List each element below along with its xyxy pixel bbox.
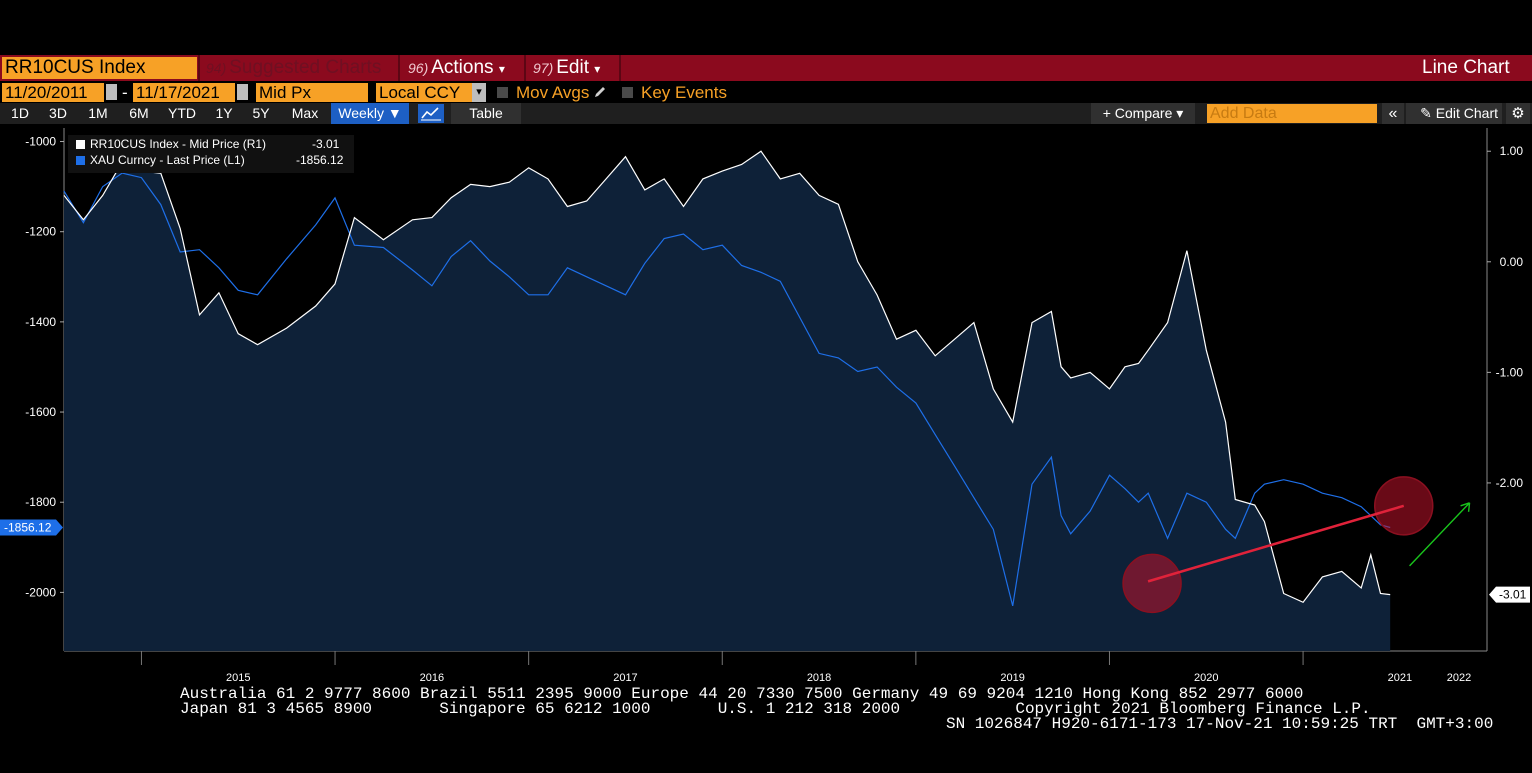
x-tick-label: 2020 <box>1194 672 1218 684</box>
x-tick-label: 2021 <box>1388 672 1412 684</box>
legend-swatch-white <box>76 140 85 149</box>
series2-line <box>63 172 1391 607</box>
edit-menu-button[interactable]: 97) Edit ▾ <box>533 57 600 79</box>
range-1d-button[interactable]: 1D <box>11 105 29 121</box>
x-tick-label: 2019 <box>1000 672 1024 684</box>
pencil-icon[interactable] <box>593 85 607 99</box>
calendar-icon[interactable] <box>106 84 117 100</box>
mov-avgs-label[interactable]: Mov Avgs <box>516 83 590 102</box>
line-chart-icon[interactable] <box>418 104 444 123</box>
add-data-input[interactable]: Add Data <box>1207 104 1377 123</box>
line-chart: -1000 -1200 -1400 -1600 -1800 -2000 1.00 0.00 -1… <box>0 128 1530 684</box>
chevron-down-icon: ▾ <box>498 62 505 76</box>
range-5y-button[interactable]: 5Y <box>252 105 270 121</box>
edit-label: Edit <box>556 57 589 78</box>
annotation-circle <box>1373 476 1434 536</box>
range-ytd-button[interactable]: YTD <box>168 105 196 121</box>
range-1m-button[interactable]: 1M <box>88 105 108 121</box>
key-events-label[interactable]: Key Events <box>641 83 727 102</box>
command-bar <box>0 55 1532 81</box>
range-max-button[interactable]: Max <box>291 105 319 121</box>
left-tick-label: -1200 <box>25 225 56 239</box>
x-tick-label: 2017 <box>613 672 637 684</box>
right-tick-label: -2.00 <box>1496 476 1524 490</box>
mov-avgs-checkbox[interactable] <box>497 87 508 98</box>
gear-icon[interactable]: ⚙ <box>1506 103 1530 124</box>
range-1y-button[interactable]: 1Y <box>215 105 233 121</box>
annotation-circle <box>1122 553 1182 614</box>
left-tick-label: -1800 <box>25 495 56 509</box>
footer-contacts-line1: Australia 61 2 9777 8600 Brazil 5511 239… <box>180 685 1304 703</box>
chart-legend: RR10CUS Index - Mid Price (R1) -3.01 XAU… <box>68 135 354 173</box>
annotation-arrow-head <box>1460 502 1471 512</box>
calendar-icon[interactable] <box>237 84 248 100</box>
chart-type-label[interactable]: Line Chart <box>1422 57 1510 78</box>
start-date-field[interactable]: 11/20/2011 <box>2 83 104 102</box>
suggested-charts-label: Suggested Charts <box>229 57 382 78</box>
right-tick-label: 1.00 <box>1500 144 1524 158</box>
legend-series1-name: RR10CUS Index - Mid Price (R1) <box>90 137 267 151</box>
footer-contacts-line2: Japan 81 3 4565 8900 Singapore 65 6212 1… <box>180 700 1371 718</box>
x-tick-label: 2022 <box>1447 672 1471 684</box>
pencil-icon: ✎ <box>1420 105 1436 121</box>
legend-swatch-blue <box>76 156 85 165</box>
separator <box>619 55 621 81</box>
date-dash: - <box>122 83 128 102</box>
left-tick-label: -1400 <box>25 315 56 329</box>
left-tick-label: -1000 <box>25 135 56 149</box>
separator <box>524 55 526 81</box>
actions-number: 96) <box>408 60 429 76</box>
key-events-checkbox[interactable] <box>622 87 633 98</box>
end-date-field[interactable]: 11/17/2021 <box>133 83 235 102</box>
right-tick-label: -1.00 <box>1496 365 1524 379</box>
last-value-label-left: -1856.12 <box>4 521 52 535</box>
series1-area <box>64 151 1391 651</box>
table-button[interactable]: Table <box>451 103 521 124</box>
legend-series2-name: XAU Curncy - Last Price (L1) <box>90 153 245 167</box>
chevron-down-icon[interactable]: ▾ <box>472 83 486 102</box>
range-3d-button[interactable]: 3D <box>49 105 67 121</box>
range-6m-button[interactable]: 6M <box>129 105 149 121</box>
field-selector[interactable]: Mid Px <box>256 83 368 102</box>
collapse-icon[interactable]: « <box>1382 103 1404 124</box>
x-tick-label: 2015 <box>226 672 250 684</box>
last-value-label-right: -3.01 <box>1499 588 1527 602</box>
right-tick-label: 0.00 <box>1500 255 1524 269</box>
edit-chart-label: Edit Chart <box>1435 105 1498 121</box>
periodicity-dropdown[interactable]: Weekly ▼ <box>331 103 409 124</box>
compare-button[interactable]: + Compare ▾ <box>1091 103 1195 124</box>
series1-line <box>63 150 1391 604</box>
suggested-charts-button[interactable]: 94) Suggested Charts <box>206 57 381 79</box>
annotation-trendline <box>1147 504 1405 583</box>
legend-series2-value: -1856.12 <box>296 153 344 167</box>
edit-chart-button[interactable]: ✎ Edit Chart <box>1406 103 1502 124</box>
chevron-down-icon: ▾ <box>594 62 601 76</box>
x-tick-label: 2018 <box>807 672 831 684</box>
currency-selector[interactable]: Local CCY <box>376 83 472 102</box>
left-tick-label: -1600 <box>25 405 56 419</box>
actions-label: Actions <box>431 57 494 78</box>
annotation-arrow-shaft <box>1409 502 1471 567</box>
edit-number: 97) <box>533 60 554 76</box>
last-value-tag-left <box>0 519 63 536</box>
suggested-charts-number: 94) <box>206 60 227 76</box>
actions-menu-button[interactable]: 96) Actions ▾ <box>408 57 505 79</box>
footer-session-line: SN 1026847 H920-6171-173 17-Nov-21 10:59… <box>946 715 1494 733</box>
ticker-field[interactable]: RR10CUS Index <box>2 57 197 79</box>
legend-series1-value: -3.01 <box>312 137 340 151</box>
x-tick-label: 2016 <box>420 672 444 684</box>
left-tick-label: -2000 <box>25 585 56 599</box>
last-value-tag-right <box>1489 586 1530 603</box>
separator <box>198 55 200 81</box>
separator <box>398 55 400 81</box>
